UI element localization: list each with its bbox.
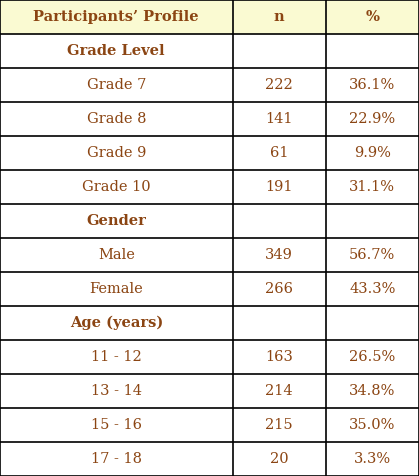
Bar xyxy=(0,204,419,238)
Text: 43.3%: 43.3% xyxy=(349,282,396,296)
Bar xyxy=(0,136,419,170)
Bar xyxy=(0,340,419,374)
Text: 17 - 18: 17 - 18 xyxy=(91,452,142,466)
Bar xyxy=(0,102,419,136)
Text: Grade 10: Grade 10 xyxy=(82,180,150,194)
Text: 349: 349 xyxy=(265,248,293,262)
Text: 11 - 12: 11 - 12 xyxy=(91,350,142,364)
Text: Grade 9: Grade 9 xyxy=(87,146,146,160)
Bar xyxy=(0,238,419,272)
Text: Grade 7: Grade 7 xyxy=(87,78,146,92)
Text: 26.5%: 26.5% xyxy=(349,350,396,364)
Text: 36.1%: 36.1% xyxy=(349,78,396,92)
Text: Female: Female xyxy=(89,282,143,296)
Bar xyxy=(0,68,419,102)
Text: Age (years): Age (years) xyxy=(70,316,163,330)
Text: 215: 215 xyxy=(265,418,293,432)
Bar xyxy=(0,34,419,68)
Text: Grade 8: Grade 8 xyxy=(86,112,146,126)
Bar xyxy=(0,306,419,340)
Text: 222: 222 xyxy=(265,78,293,92)
Text: 163: 163 xyxy=(265,350,293,364)
Text: 35.0%: 35.0% xyxy=(349,418,396,432)
Text: Gender: Gender xyxy=(86,214,146,228)
Text: 214: 214 xyxy=(265,384,293,398)
Text: Grade Level: Grade Level xyxy=(67,44,165,58)
Text: 56.7%: 56.7% xyxy=(349,248,396,262)
Text: 61: 61 xyxy=(270,146,288,160)
Text: 13 - 14: 13 - 14 xyxy=(91,384,142,398)
Bar xyxy=(0,374,419,408)
Text: 3.3%: 3.3% xyxy=(354,452,391,466)
Text: 9.9%: 9.9% xyxy=(354,146,391,160)
Text: Participants’ Profile: Participants’ Profile xyxy=(34,10,199,24)
Text: 191: 191 xyxy=(265,180,293,194)
Text: 15 - 16: 15 - 16 xyxy=(91,418,142,432)
Text: n: n xyxy=(274,10,285,24)
Text: 141: 141 xyxy=(265,112,293,126)
Text: 22.9%: 22.9% xyxy=(349,112,396,126)
Text: 34.8%: 34.8% xyxy=(349,384,396,398)
Text: 31.1%: 31.1% xyxy=(349,180,395,194)
Text: 266: 266 xyxy=(265,282,293,296)
Text: %: % xyxy=(365,10,379,24)
Text: 20: 20 xyxy=(270,452,288,466)
Bar xyxy=(0,442,419,476)
Bar xyxy=(0,272,419,306)
Text: Male: Male xyxy=(98,248,135,262)
Bar xyxy=(0,0,419,34)
Bar xyxy=(0,170,419,204)
Bar xyxy=(0,408,419,442)
